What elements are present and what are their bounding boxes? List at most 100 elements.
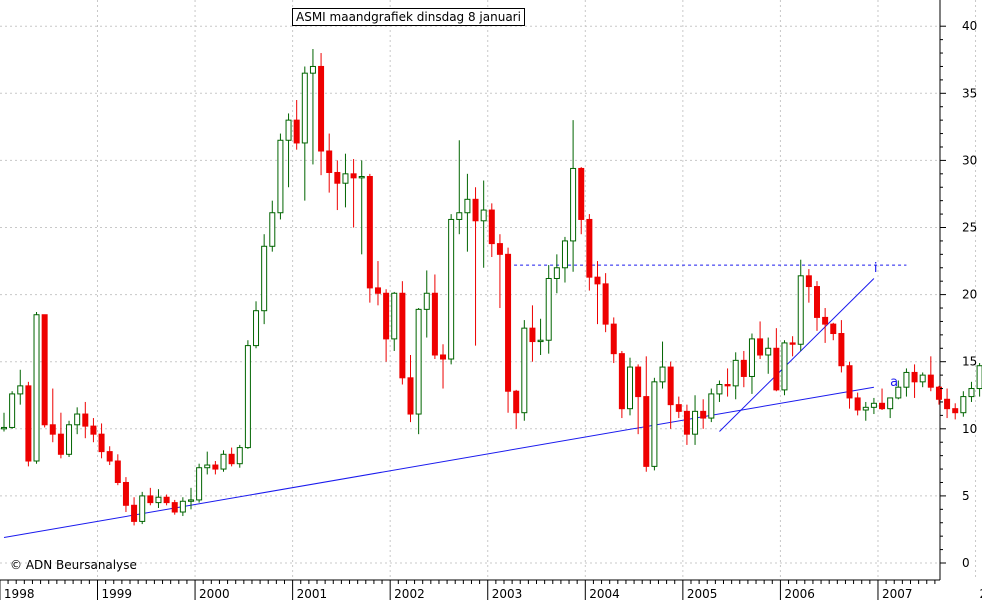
x-tick-label: 2000 (199, 587, 230, 601)
candle (716, 380, 723, 402)
candle-body (732, 359, 739, 387)
candle-body (480, 209, 487, 222)
candle-body (309, 65, 316, 74)
x-axis: 1998 1999 2000 2001 2002 2003 2004 2005 2006 2007… (0, 580, 982, 601)
candle (903, 368, 910, 397)
candle (610, 317, 617, 364)
candle-body (513, 390, 520, 414)
candle-body (773, 347, 780, 391)
trendline-label: i (874, 261, 878, 276)
candle-body (114, 460, 121, 483)
candle-body (285, 119, 292, 141)
candle-body (854, 397, 861, 411)
candle (350, 159, 357, 228)
candle-body (692, 410, 699, 435)
candle-body (740, 359, 747, 377)
candle-body (57, 433, 64, 455)
candle (911, 364, 918, 398)
candle (431, 274, 438, 360)
candle-body (212, 464, 219, 470)
candle-body (318, 65, 325, 152)
candle-body (643, 396, 650, 467)
candle (163, 494, 170, 506)
y-tick-label: 35 (962, 86, 977, 100)
candle (326, 133, 333, 193)
candle-body (789, 342, 796, 345)
grid (0, 0, 977, 581)
y-tick-label: 0 (962, 556, 970, 570)
candle-body (261, 245, 268, 312)
candle-body (204, 464, 211, 469)
candle (935, 385, 942, 405)
candle (521, 320, 528, 421)
candle (561, 236, 568, 283)
candle (147, 487, 154, 506)
candle (919, 372, 926, 388)
y-tick-label: 5 (962, 489, 970, 503)
candle (196, 463, 203, 503)
x-tick-label: 2007 (882, 587, 913, 601)
candle (976, 363, 982, 397)
candle (765, 337, 772, 374)
candle (399, 281, 406, 385)
candle (683, 404, 690, 445)
candle (293, 100, 300, 150)
candle-body (822, 316, 829, 325)
candle (228, 447, 235, 467)
candle-body (911, 371, 918, 383)
candle-body (521, 327, 528, 414)
candle (456, 140, 463, 235)
candle (277, 133, 284, 220)
copyright-label: © ADN Beursanalyse (10, 558, 137, 572)
candle (553, 254, 560, 294)
candle (480, 180, 487, 268)
x-tick-label: 2004 (589, 587, 620, 601)
candle-body (797, 275, 804, 345)
candle-body (748, 338, 755, 377)
candle-body (106, 451, 113, 462)
x-tick-label: 2006 (784, 587, 815, 601)
candle-body (659, 366, 666, 383)
candle (854, 392, 861, 416)
candle (25, 381, 32, 467)
x-tick-label: 2003 (492, 587, 523, 601)
candle-body (431, 292, 438, 356)
candle (529, 305, 536, 362)
candle (724, 368, 731, 397)
candle-body (968, 388, 975, 398)
candle-body (196, 467, 203, 501)
candle-body (269, 212, 276, 247)
candle (472, 187, 479, 346)
candle-body (757, 338, 764, 356)
candle (171, 499, 178, 515)
y-tick-label: 40 (962, 19, 977, 33)
candle (838, 320, 845, 373)
candle-body (448, 218, 455, 360)
candle-body (496, 243, 503, 255)
candle (692, 395, 699, 445)
candle-body (407, 377, 414, 415)
candle (862, 401, 869, 421)
y-tick-label: 30 (962, 153, 977, 167)
candle (846, 361, 853, 409)
candle-body (830, 323, 837, 335)
candle (887, 397, 894, 419)
candle (643, 356, 650, 472)
candle-body (570, 167, 577, 242)
candle-body (635, 366, 642, 398)
candle (602, 273, 609, 333)
candle-body (66, 424, 73, 455)
candle (879, 388, 886, 411)
x-tick-label: 2005 (687, 587, 718, 601)
candle (944, 388, 951, 419)
candle (309, 49, 316, 165)
candle (220, 450, 227, 472)
candle (513, 389, 520, 429)
candle-body (358, 176, 365, 179)
candle-body (9, 393, 16, 428)
candle (57, 412, 64, 459)
candle (17, 369, 24, 405)
candle (781, 340, 788, 396)
candle-body (179, 500, 186, 513)
